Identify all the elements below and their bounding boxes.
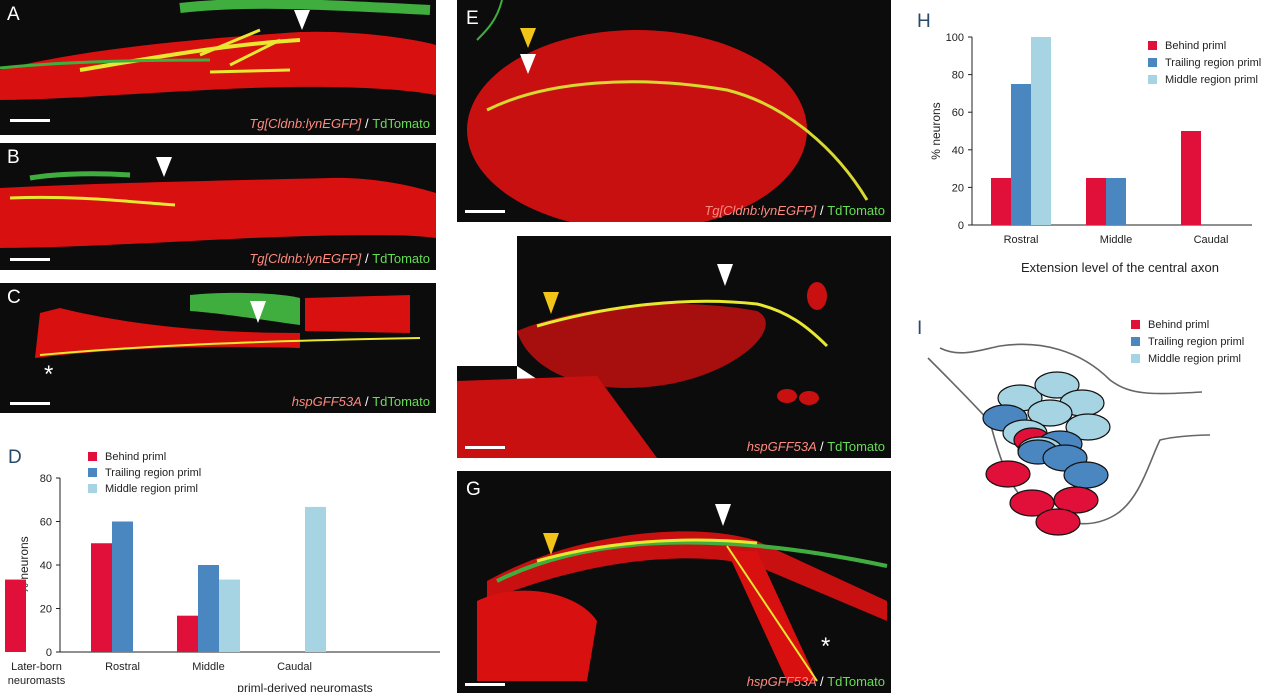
legend-swatch bbox=[88, 468, 97, 477]
legend-middle: Middle region priml bbox=[1131, 353, 1241, 365]
y-tick-label: 0 bbox=[46, 647, 52, 659]
y-tick-label: 20 bbox=[952, 182, 964, 194]
x-tick-label: Rostral bbox=[1004, 234, 1039, 246]
y-tick-label: 100 bbox=[946, 32, 964, 44]
group-label: priml-derived neuromasts bbox=[237, 681, 372, 692]
panel-caption: hspGFF53A / TdTomato bbox=[291, 394, 430, 409]
x-tick-label: neuromasts bbox=[8, 675, 66, 687]
bar bbox=[305, 506, 326, 652]
scale-bar bbox=[465, 210, 505, 213]
legend-swatch bbox=[1131, 337, 1140, 346]
scale-bar bbox=[10, 402, 50, 405]
legend-swatch bbox=[1131, 320, 1140, 329]
bar bbox=[112, 521, 133, 652]
bar bbox=[1086, 178, 1106, 225]
legend-middle: Middle region priml bbox=[88, 483, 198, 495]
y-tick-label: 0 bbox=[958, 220, 964, 232]
panel-g-micrograph: G * hspGFF53A / TdTomato bbox=[457, 471, 891, 693]
legend-swatch bbox=[88, 452, 97, 461]
scale-bar bbox=[10, 119, 50, 122]
x-axis-label: Extension level of the central axon bbox=[1021, 260, 1219, 275]
panel-letter: H bbox=[917, 11, 931, 32]
y-tick-label: 60 bbox=[40, 517, 52, 529]
legend-swatch bbox=[1148, 41, 1157, 50]
bar bbox=[91, 543, 112, 652]
panel-f-micrograph: F hspGFF53A / TdTomato bbox=[457, 236, 891, 458]
y-tick-label: 20 bbox=[40, 604, 52, 616]
panel-letter: G bbox=[466, 479, 481, 500]
y-tick-label: 80 bbox=[952, 70, 964, 82]
x-tick-label: Rostral bbox=[105, 661, 140, 673]
asterisk-marker: * bbox=[44, 361, 54, 388]
scale-bar bbox=[465, 446, 505, 449]
legend-behind: Behind priml bbox=[1148, 40, 1226, 52]
panel-letter: E bbox=[466, 8, 479, 29]
panel-a-micrograph: A Tg[Cldnb:lynEGFP] / TdTomato bbox=[0, 0, 436, 135]
legend-swatch bbox=[1148, 58, 1157, 67]
panel-caption: Tg[Cldnb:lynEGFP] / TdTomato bbox=[704, 203, 885, 218]
panel-letter: I bbox=[917, 318, 923, 339]
legend-swatch bbox=[1148, 75, 1157, 84]
legend-trailing: Trailing region priml bbox=[88, 467, 201, 479]
panel-caption: hspGFF53A / TdTomato bbox=[746, 674, 885, 689]
chart-d: 0 20 40 60 80 % neurons Later-born neuromasts Ro… bbox=[5, 473, 440, 692]
neuron-schematic bbox=[927, 343, 1211, 536]
panel-letter: A bbox=[7, 4, 20, 25]
scale-bar bbox=[465, 683, 505, 686]
bar bbox=[1031, 37, 1051, 225]
bar bbox=[1181, 131, 1201, 225]
panel-caption: Tg[Cldnb:lynEGFP] / TdTomato bbox=[249, 116, 430, 131]
legend-swatch bbox=[1131, 354, 1140, 363]
bar bbox=[991, 178, 1011, 225]
bar bbox=[177, 615, 198, 652]
legend-trailing: Trailing region priml bbox=[1131, 336, 1244, 348]
bar bbox=[1106, 178, 1126, 225]
x-tick-label: Caudal bbox=[1194, 234, 1229, 246]
y-axis-label: % neurons bbox=[929, 102, 943, 159]
y-tick-label: 80 bbox=[40, 473, 52, 485]
y-tick-label: 40 bbox=[40, 560, 52, 572]
y-tick-label: 40 bbox=[952, 145, 964, 157]
bar bbox=[219, 579, 240, 652]
panel-caption: hspGFF53A / TdTomato bbox=[746, 439, 885, 454]
panel-b-micrograph: B Tg[Cldnb:lynEGFP] / TdTomato bbox=[0, 143, 436, 270]
legend-swatch bbox=[88, 484, 97, 493]
panel-letter: B bbox=[7, 147, 20, 168]
x-tick-label: Middle bbox=[192, 661, 224, 673]
chart-h: 0 20 40 60 80 100 % neurons Rostral Middle Caudal… bbox=[929, 32, 1252, 275]
legend-trailing: Trailing region priml bbox=[1148, 57, 1261, 69]
panel-caption: Tg[Cldnb:lynEGFP] / TdTomato bbox=[249, 251, 430, 266]
y-tick-label: 60 bbox=[952, 107, 964, 119]
scale-bar bbox=[10, 258, 50, 261]
panel-letter: C bbox=[7, 287, 21, 308]
panel-c-micrograph: C * hspGFF53A / TdTomato bbox=[0, 283, 436, 413]
legend-middle: Middle region priml bbox=[1148, 74, 1258, 86]
bar bbox=[5, 579, 26, 652]
x-tick-label: Caudal bbox=[277, 661, 312, 673]
x-tick-label: Later-born bbox=[11, 661, 62, 673]
panel-e-micrograph: E Tg[Cldnb:lynEGFP] / TdTomato bbox=[457, 0, 891, 222]
bar bbox=[1011, 84, 1031, 225]
panel-letter: F bbox=[466, 244, 478, 265]
legend-behind: Behind priml bbox=[88, 451, 166, 463]
panel-letter: D bbox=[8, 447, 22, 468]
legend-behind: Behind priml bbox=[1131, 319, 1209, 331]
asterisk-marker: * bbox=[821, 633, 831, 660]
x-tick-label: Middle bbox=[1100, 234, 1132, 246]
bar bbox=[198, 565, 219, 652]
y-axis-label: % neurons bbox=[17, 536, 31, 593]
